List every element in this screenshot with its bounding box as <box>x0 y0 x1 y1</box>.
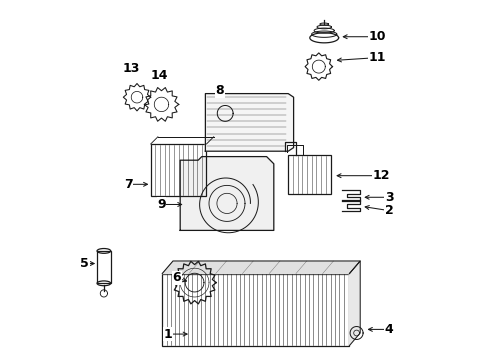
Text: 2: 2 <box>385 204 393 217</box>
Text: 13: 13 <box>122 62 140 75</box>
Text: 7: 7 <box>123 178 132 191</box>
Text: 6: 6 <box>172 271 181 284</box>
Text: 12: 12 <box>372 169 390 182</box>
Polygon shape <box>162 261 360 274</box>
Text: 11: 11 <box>369 51 386 64</box>
Text: 1: 1 <box>163 328 172 341</box>
Bar <box>97 251 111 283</box>
Text: 3: 3 <box>385 191 393 204</box>
Bar <box>151 144 206 196</box>
Bar <box>162 274 349 346</box>
Text: 14: 14 <box>151 69 169 82</box>
Polygon shape <box>349 261 360 346</box>
Bar <box>288 155 331 194</box>
Text: 8: 8 <box>216 84 224 97</box>
Text: 4: 4 <box>385 323 393 336</box>
Polygon shape <box>205 94 294 151</box>
Text: 9: 9 <box>157 198 166 211</box>
Polygon shape <box>180 157 274 230</box>
Text: 10: 10 <box>369 30 386 43</box>
Text: 5: 5 <box>80 257 89 270</box>
